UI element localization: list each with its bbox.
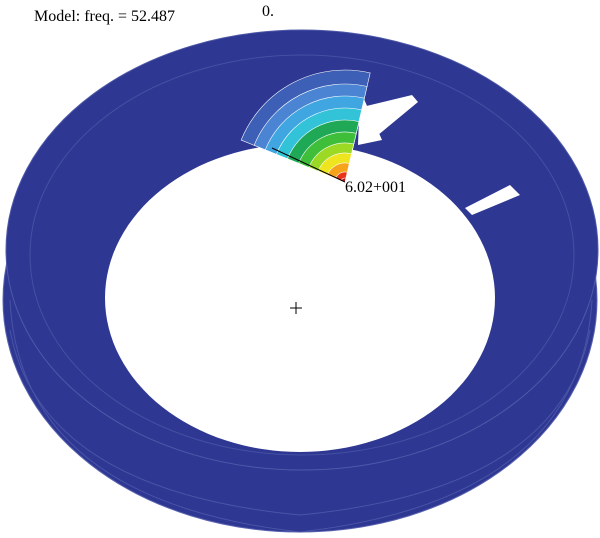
cut-gaps: [358, 90, 520, 215]
ring: [2, 29, 599, 533]
stress-contour: [240, 69, 371, 183]
center-marker: [290, 302, 302, 314]
edge-line: [271, 147, 346, 183]
model-label: Model: freq. = 52.487: [34, 8, 175, 25]
max-label: 6.02+001: [345, 179, 406, 196]
min-label: 0.: [262, 3, 274, 20]
